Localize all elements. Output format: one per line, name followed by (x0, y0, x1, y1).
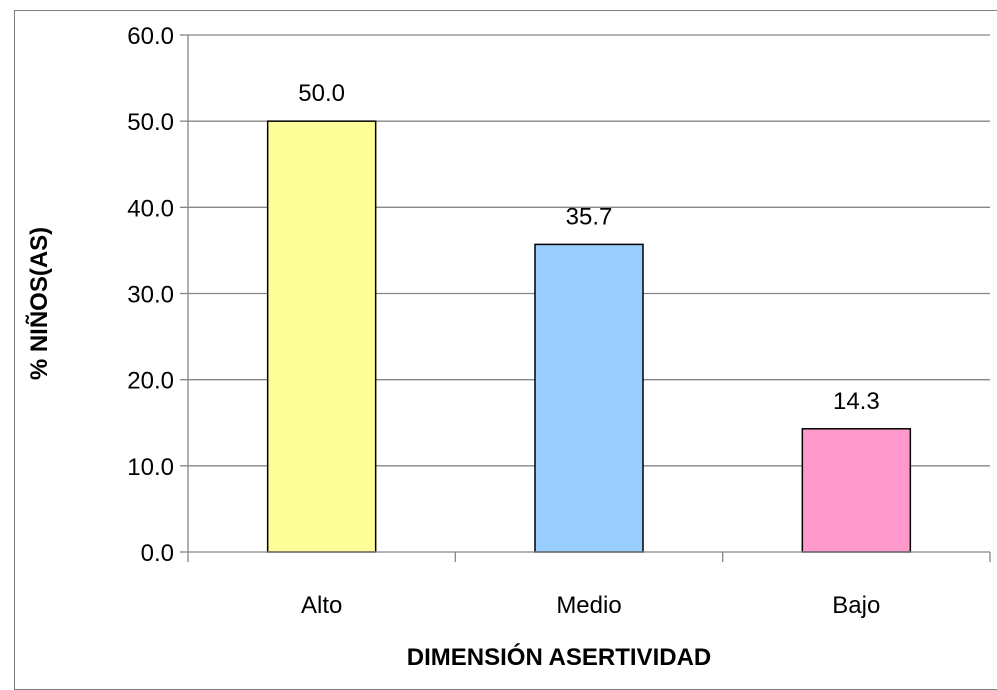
x-tick-label: Medio (556, 592, 621, 619)
data-label: 50.0 (298, 80, 345, 107)
y-tick-label: 60.0 (127, 23, 174, 50)
data-labels: 50.0 35.7 14.3 (298, 80, 879, 415)
y-axis-title: % NIÑOS(AS) (25, 227, 53, 380)
x-tick-label: Alto (301, 592, 342, 619)
x-axis-title: DIMENSIÓN ASERTIVIDAD (407, 643, 711, 671)
axes (180, 34, 991, 562)
bar-alto (266, 120, 377, 553)
chart-frame (14, 10, 997, 690)
y-tick-label: 30.0 (127, 282, 174, 309)
y-tick-label: 0.0 (141, 540, 174, 567)
data-label: 35.7 (566, 203, 613, 230)
bar-medio (534, 243, 644, 553)
y-tick-label: 50.0 (127, 109, 174, 136)
y-tick-label: 10.0 (127, 454, 174, 481)
y-tick-label: 40.0 (127, 195, 174, 222)
bars (266, 120, 912, 553)
bar-bajo (801, 428, 912, 553)
x-tick-labels: Alto Medio Bajo (301, 592, 880, 619)
y-tick-label: 20.0 (127, 368, 174, 395)
data-label: 14.3 (833, 388, 880, 415)
y-tick-labels: 0.0 10.0 20.0 30.0 40.0 50.0 60.0 (127, 23, 174, 567)
x-tick-label: Bajo (832, 592, 880, 619)
